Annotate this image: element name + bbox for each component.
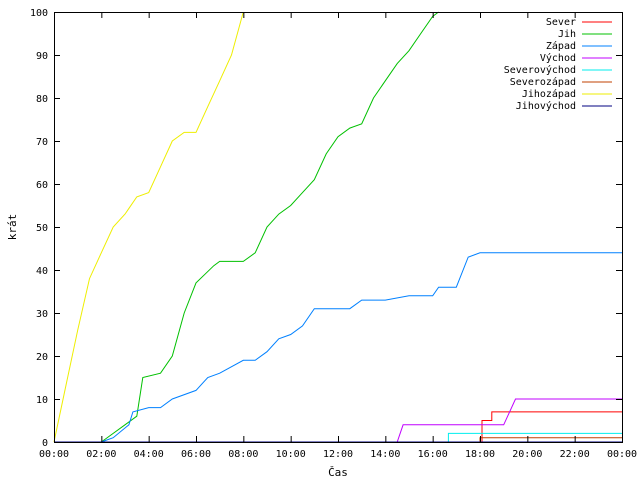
series-line bbox=[101, 11, 439, 443]
x-tick-label: 14:00 bbox=[370, 449, 400, 460]
y-tick-label: 50 bbox=[36, 223, 48, 234]
legend-label: Severozápad bbox=[510, 76, 576, 88]
legend: SeverJihZápadVýchodSeverovýchodSeverozáp… bbox=[504, 17, 612, 112]
series-line bbox=[101, 252, 622, 443]
y-tick-label: 70 bbox=[36, 137, 48, 148]
legend-label: Východ bbox=[540, 52, 576, 64]
y-tick-label: 40 bbox=[36, 266, 48, 277]
x-tick-label: 16:00 bbox=[418, 449, 448, 460]
legend-label: Severovýchod bbox=[504, 64, 576, 76]
y-tick-label: 30 bbox=[36, 309, 48, 320]
x-tick-label: 22:00 bbox=[560, 449, 590, 460]
x-tick-label: 02:00 bbox=[86, 449, 116, 460]
legend-label: Západ bbox=[546, 40, 576, 52]
x-tick-label: 18:00 bbox=[465, 449, 495, 460]
y-tick-label: 90 bbox=[36, 51, 48, 62]
y-tick-label: 10 bbox=[36, 395, 48, 406]
series-line bbox=[53, 11, 244, 443]
series-line bbox=[54, 398, 622, 443]
y-tick-label: 100 bbox=[30, 8, 48, 19]
x-tick-label: 00:00 bbox=[39, 449, 69, 460]
x-axis: 00:00 02:00 04:00 06:00 08:00 10:00 12:00 14:00… bbox=[39, 12, 637, 460]
y-tick-label: 80 bbox=[36, 94, 48, 105]
y-axis: 0 10 20 30 40 50 60 70 80 90 100 bbox=[30, 8, 622, 449]
x-tick-label: 20:00 bbox=[512, 449, 542, 460]
legend-label: Sever bbox=[546, 17, 576, 28]
legend-label: Jihovýchod bbox=[516, 100, 576, 112]
x-axis-title: Čas bbox=[328, 466, 348, 479]
x-tick-label: 04:00 bbox=[134, 449, 164, 460]
x-tick-label: 00:00 bbox=[607, 449, 637, 460]
legend-label: Jihozápad bbox=[522, 88, 576, 100]
y-tick-label: 0 bbox=[42, 438, 48, 449]
x-tick-label: 06:00 bbox=[181, 449, 211, 460]
legend-label: Jih bbox=[558, 29, 576, 40]
y-axis-title: krát bbox=[6, 214, 19, 241]
y-tick-label: 60 bbox=[36, 180, 48, 191]
x-tick-label: 10:00 bbox=[276, 449, 306, 460]
x-tick-label: 08:00 bbox=[228, 449, 258, 460]
x-tick-label: 12:00 bbox=[323, 449, 353, 460]
y-tick-label: 20 bbox=[36, 352, 48, 363]
